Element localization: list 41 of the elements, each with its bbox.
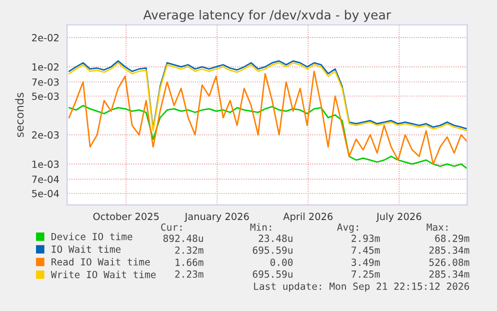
text: 7.45m xyxy=(352,246,380,254)
legend-label: Device IO time xyxy=(52,232,132,240)
text: 2.93m xyxy=(352,234,380,242)
y-axis-title: seconds xyxy=(15,92,24,138)
text: Avg: xyxy=(337,224,358,233)
x-tick-label: July 2026 xyxy=(376,212,422,222)
text: 1.66m xyxy=(176,258,204,266)
y-tick-label: 2e-03 xyxy=(32,131,59,139)
text: 3.49m xyxy=(352,258,380,266)
text: 23.48u xyxy=(258,234,292,242)
text: 526.08m xyxy=(429,258,470,266)
text: Cur: xyxy=(161,223,182,231)
y-tick-label: 5e-04 xyxy=(32,190,59,198)
text: 285.34m xyxy=(429,246,470,254)
y-tick-label: 1e-03 xyxy=(32,160,59,168)
text: 2.32m xyxy=(175,246,204,254)
x-tick-label: October 2025 xyxy=(93,212,159,220)
text: 68.29m xyxy=(435,234,470,242)
line-series xyxy=(68,70,468,165)
text: 2.23m xyxy=(175,270,204,278)
y-tick-label: 5e-03 xyxy=(32,92,59,100)
legend-label: IO Wait time xyxy=(52,245,121,253)
y-tick-label: 7e-04 xyxy=(32,176,59,183)
text: Last update: Mon Sep 21 22:15:12 2026 xyxy=(254,282,470,292)
text: Min: xyxy=(250,223,272,231)
chart-title: Average latency for /dev/xvda - by year xyxy=(143,10,392,22)
line-series xyxy=(68,104,468,170)
text: 285.34m xyxy=(429,270,470,278)
text: 695.59u xyxy=(252,246,292,254)
text: 7.25m xyxy=(352,270,380,278)
text: 695.59u xyxy=(252,270,292,278)
text: 892.48u xyxy=(163,234,203,242)
x-tick-label: January 2026 xyxy=(184,212,249,222)
legend-label: Write IO Wait time xyxy=(50,270,156,278)
y-tick-label: 7e-03 xyxy=(32,78,59,86)
legend-label: Read IO Wait time xyxy=(52,258,150,266)
y-tick-label: 2e-02 xyxy=(32,34,58,42)
text: Max: xyxy=(426,224,448,231)
x-tick-label: April 2026 xyxy=(283,212,333,222)
text: 0.00 xyxy=(270,258,293,266)
y-tick-label: 1e-02 xyxy=(32,63,58,71)
